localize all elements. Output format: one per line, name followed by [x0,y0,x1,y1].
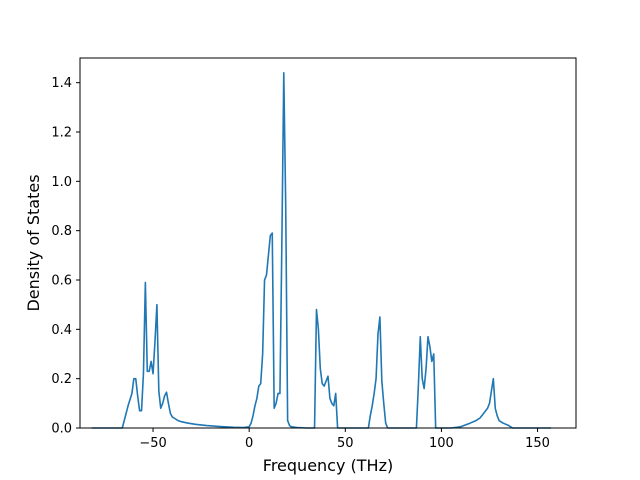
y-tick-label: 0.6 [51,274,72,289]
x-tick-label: 0 [245,436,253,451]
plot-area [91,72,552,429]
y-tick-label: 1.2 [51,126,72,141]
x-tick-label: 100 [429,436,454,451]
y-tick-label: 0.8 [51,224,72,239]
dos-line [91,72,552,429]
x-tick-label: −50 [139,436,166,451]
y-tick-label: 1.0 [51,175,72,190]
y-tick-label: 0.2 [51,372,72,387]
x-axis-label: Frequency (THz) [263,456,393,475]
y-tick-label: 1.4 [51,76,72,91]
x-tick-label: 50 [337,436,354,451]
x-tick-label: 150 [525,436,550,451]
y-tick-label: 0.0 [51,422,72,437]
y-tick-label: 0.4 [51,323,72,338]
axes-frame [79,57,577,429]
y-axis-label: Density of States [24,174,43,311]
y-axis: 0.0 0.2 0.4 0.6 0.8 1.0 1.2 1.4 [51,76,80,437]
x-axis: −50 0 50 100 150 [139,428,550,451]
